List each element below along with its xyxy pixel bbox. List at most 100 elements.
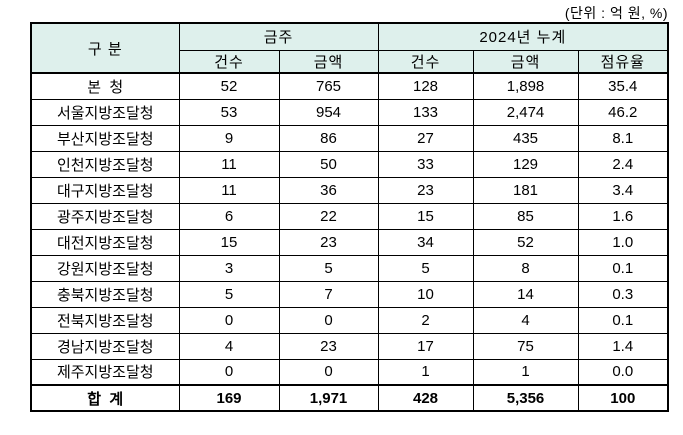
row-label: 서울지방조달청	[30, 98, 180, 126]
row-value: 0.0	[577, 358, 669, 386]
table-body: 본 청 52 765 128 1,898 35.4 서울지방조달청 53 954 133 2,474…	[30, 72, 669, 412]
header-week-amount: 금액	[278, 49, 379, 74]
table-row: 전북지방조달청 0 0 2 4 0.1	[30, 306, 669, 334]
table-row: 제주지방조달청 0 0 1 1 0.0	[30, 358, 669, 386]
header-cumulative-2024: 2024년 누계	[377, 22, 669, 51]
header-group-row: 구 분 금주 2024년 누계	[30, 22, 669, 74]
row-value: 1.4	[577, 332, 669, 360]
header-week-count: 건수	[178, 49, 280, 74]
row-value: 133	[377, 98, 474, 126]
row-value: 7	[278, 280, 379, 308]
row-value: 1.0	[577, 228, 669, 256]
total-row: 합 계 169 1,971 428 5,356 100	[30, 384, 669, 412]
row-value: 0	[178, 306, 280, 334]
row-value: 128	[377, 72, 474, 100]
row-value: 11	[178, 150, 280, 178]
row-value: 8	[472, 254, 579, 282]
header-this-week: 금주	[178, 22, 379, 51]
table-row: 대전지방조달청 15 23 34 52 1.0	[30, 228, 669, 256]
row-label: 제주지방조달청	[30, 358, 180, 386]
row-value: 428	[377, 384, 474, 412]
row-value: 34	[377, 228, 474, 256]
row-value: 53	[178, 98, 280, 126]
row-value: 86	[278, 124, 379, 152]
row-value: 1	[472, 358, 579, 386]
row-value: 5	[178, 280, 280, 308]
row-value: 435	[472, 124, 579, 152]
row-value: 9	[178, 124, 280, 152]
row-value: 15	[178, 228, 280, 256]
row-value: 2	[377, 306, 474, 334]
row-value: 23	[377, 176, 474, 204]
header-category: 구 분	[30, 22, 180, 74]
row-value: 6	[178, 202, 280, 230]
row-value: 181	[472, 176, 579, 204]
table-header: 구 분 금주 2024년 누계 건수 금액 건수 금액 점유율	[30, 22, 669, 74]
row-value: 22	[278, 202, 379, 230]
row-label: 전북지방조달청	[30, 306, 180, 334]
row-value: 5,356	[472, 384, 579, 412]
row-label: 광주지방조달청	[30, 202, 180, 230]
row-value: 35.4	[577, 72, 669, 100]
row-value: 14	[472, 280, 579, 308]
table-row: 서울지방조달청 53 954 133 2,474 46.2	[30, 98, 669, 126]
row-value: 129	[472, 150, 579, 178]
row-label: 대전지방조달청	[30, 228, 180, 256]
row-value: 5	[278, 254, 379, 282]
row-value: 2.4	[577, 150, 669, 178]
header-sub-row: 건수 금액 건수 금액 점유율	[31, 49, 669, 74]
table-row: 충북지방조달청 5 7 10 14 0.3	[30, 280, 669, 308]
unit-label: (단위 : 억 원, %)	[564, 5, 668, 21]
row-value: 8.1	[577, 124, 669, 152]
row-label: 대구지방조달청	[30, 176, 180, 204]
row-value: 5	[377, 254, 474, 282]
row-value: 85	[472, 202, 579, 230]
row-value: 2,474	[472, 98, 579, 126]
row-label: 경남지방조달청	[30, 332, 180, 360]
row-value: 0	[278, 358, 379, 386]
table-row: 대구지방조달청 11 36 23 181 3.4	[30, 176, 669, 204]
row-value: 3.4	[577, 176, 669, 204]
row-value: 17	[377, 332, 474, 360]
row-value: 0.1	[577, 306, 669, 334]
row-label: 인천지방조달청	[30, 150, 180, 178]
row-value: 100	[577, 384, 669, 412]
header-cumulative-count: 건수	[377, 49, 474, 74]
row-value: 11	[178, 176, 280, 204]
row-value: 1,971	[278, 384, 379, 412]
row-value: 46.2	[577, 98, 669, 126]
table-row: 본 청 52 765 128 1,898 35.4	[30, 72, 669, 100]
row-value: 0	[278, 306, 379, 334]
table-row: 강원지방조달청 3 5 5 8 0.1	[30, 254, 669, 282]
row-label: 부산지방조달청	[30, 124, 180, 152]
header-share: 점유율	[577, 49, 669, 74]
table-row: 부산지방조달청 9 86 27 435 8.1	[30, 124, 669, 152]
row-value: 23	[278, 228, 379, 256]
row-label: 충북지방조달청	[30, 280, 180, 308]
procurement-summary-table: 구 분 금주 2024년 누계 건수 금액 건수 금액 점유율 본 청 52 765…	[30, 22, 670, 412]
row-value: 52	[178, 72, 280, 100]
row-value: 3	[178, 254, 280, 282]
row-value: 10	[377, 280, 474, 308]
row-value: 33	[377, 150, 474, 178]
row-value: 1,898	[472, 72, 579, 100]
row-value: 0	[178, 358, 280, 386]
row-value: 4	[178, 332, 280, 360]
row-value: 765	[278, 72, 379, 100]
row-label: 강원지방조달청	[30, 254, 180, 282]
row-value: 27	[377, 124, 474, 152]
table-row: 경남지방조달청 4 23 17 75 1.4	[30, 332, 669, 360]
row-value: 0.3	[577, 280, 669, 308]
row-value: 52	[472, 228, 579, 256]
row-value: 1.6	[577, 202, 669, 230]
row-value: 4	[472, 306, 579, 334]
row-value: 169	[178, 384, 280, 412]
header-cumulative-amount: 금액	[472, 49, 579, 74]
row-value: 1	[377, 358, 474, 386]
row-label: 합 계	[30, 384, 180, 412]
row-value: 0.1	[577, 254, 669, 282]
row-value: 954	[278, 98, 379, 126]
row-value: 75	[472, 332, 579, 360]
row-value: 23	[278, 332, 379, 360]
